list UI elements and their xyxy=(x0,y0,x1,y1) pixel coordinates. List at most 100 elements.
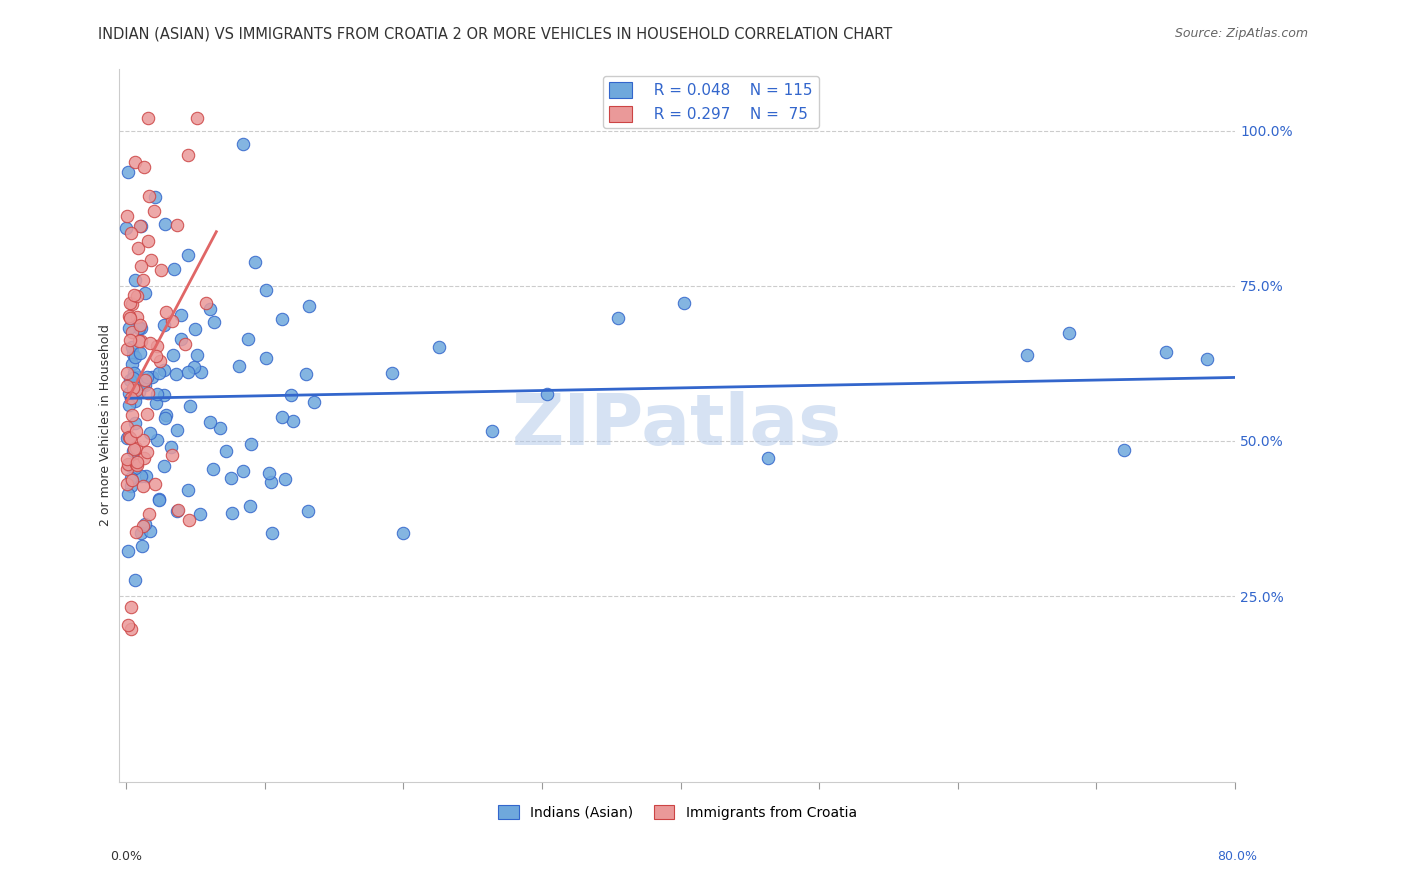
Point xyxy=(118,321,141,335)
Point xyxy=(132,479,155,493)
Point xyxy=(122,443,145,458)
Point xyxy=(606,311,628,326)
Point xyxy=(201,462,224,476)
Point xyxy=(756,451,779,466)
Point xyxy=(134,516,156,531)
Point xyxy=(117,209,139,223)
Point xyxy=(274,472,297,486)
Point xyxy=(135,444,157,458)
Point xyxy=(120,392,142,406)
Point xyxy=(481,424,503,438)
Point xyxy=(153,458,176,473)
Point xyxy=(228,359,250,373)
Point xyxy=(198,415,221,429)
Point xyxy=(120,479,142,493)
Point xyxy=(160,314,183,328)
Point xyxy=(118,385,141,400)
Point xyxy=(186,112,208,126)
Point xyxy=(254,351,277,366)
Point xyxy=(188,508,211,522)
Point xyxy=(153,318,176,332)
Point xyxy=(118,458,141,472)
Point xyxy=(145,349,167,363)
Point xyxy=(177,248,200,262)
Point xyxy=(1057,326,1080,341)
Point xyxy=(198,301,221,316)
Point xyxy=(124,393,146,408)
Point xyxy=(115,431,138,445)
Point xyxy=(118,295,141,310)
Point xyxy=(134,377,156,392)
Point xyxy=(302,395,325,409)
Point xyxy=(221,506,243,520)
Point xyxy=(1114,442,1136,457)
Point xyxy=(153,363,176,377)
Point xyxy=(115,221,138,235)
Point xyxy=(131,320,153,334)
Point xyxy=(125,370,148,384)
Point xyxy=(115,420,138,434)
Point xyxy=(122,442,145,456)
Point xyxy=(122,367,145,381)
Point xyxy=(121,297,143,311)
Text: 80.0%: 80.0% xyxy=(1218,850,1257,863)
Point xyxy=(117,487,139,501)
Point xyxy=(194,296,217,310)
Point xyxy=(124,351,146,365)
Point xyxy=(165,368,187,382)
Text: ZIPatlas: ZIPatlas xyxy=(512,391,842,460)
Point xyxy=(127,241,149,255)
Point xyxy=(131,526,153,541)
Point xyxy=(138,507,160,521)
Text: 0.0%: 0.0% xyxy=(111,850,142,863)
Point xyxy=(243,255,266,269)
Point xyxy=(177,365,200,379)
Point xyxy=(125,458,148,472)
Point xyxy=(190,365,212,379)
Point xyxy=(219,471,242,485)
Point xyxy=(136,386,159,401)
Point xyxy=(129,345,152,359)
Point xyxy=(120,431,142,445)
Point xyxy=(117,457,139,471)
Point xyxy=(149,353,172,368)
Point xyxy=(145,387,167,401)
Point xyxy=(124,573,146,587)
Point xyxy=(120,227,142,241)
Point xyxy=(129,259,152,273)
Point xyxy=(115,343,138,357)
Point xyxy=(215,444,238,458)
Point xyxy=(125,424,148,438)
Point xyxy=(176,148,198,162)
Point xyxy=(124,155,146,169)
Point xyxy=(257,466,280,480)
Point xyxy=(672,295,695,310)
Point xyxy=(166,424,188,438)
Point xyxy=(131,539,153,553)
Point xyxy=(146,339,169,353)
Point xyxy=(155,409,177,423)
Point xyxy=(124,273,146,287)
Point xyxy=(146,433,169,447)
Point xyxy=(236,332,259,346)
Point xyxy=(120,373,142,387)
Point xyxy=(232,464,254,478)
Point xyxy=(122,288,145,302)
Point xyxy=(115,379,138,393)
Point xyxy=(166,219,188,233)
Point xyxy=(173,337,195,351)
Y-axis label: 2 or more Vehicles in Household: 2 or more Vehicles in Household xyxy=(100,325,112,526)
Point xyxy=(381,366,404,380)
Point xyxy=(125,289,148,303)
Point xyxy=(240,437,263,451)
Point xyxy=(392,526,415,541)
Point xyxy=(118,398,141,412)
Point xyxy=(150,262,173,277)
Point xyxy=(121,473,143,487)
Point xyxy=(143,476,166,491)
Point xyxy=(128,321,150,335)
Point xyxy=(145,396,167,410)
Point xyxy=(124,461,146,475)
Point xyxy=(134,286,156,301)
Point xyxy=(148,493,170,508)
